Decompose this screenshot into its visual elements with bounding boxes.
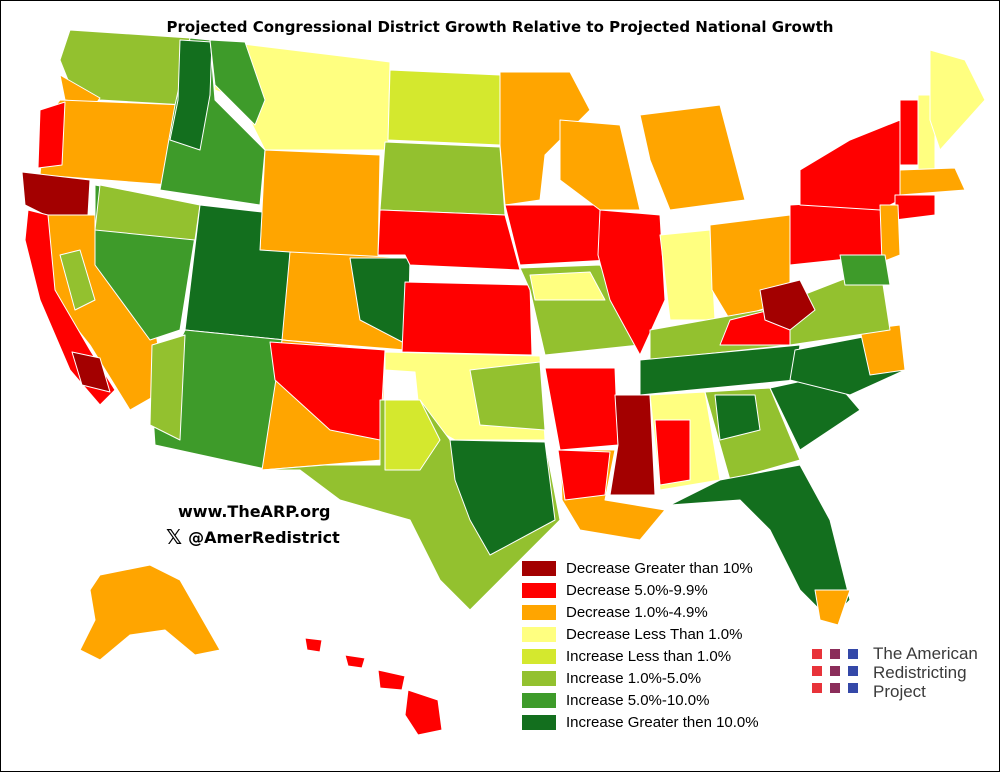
legend-label: Increase Greater then 10.0% [566,713,759,731]
legend-swatch [522,626,556,642]
region-arkansas [544,367,619,451]
region-hawaii-big [404,689,443,736]
arp-logo-text: The American Redistricting Project [873,644,978,701]
region-wisconsin [559,119,641,211]
arp-logo-dot [830,649,840,659]
region-south-dakota [379,141,506,216]
region-iowa [504,204,611,266]
region-oregon-coast [37,101,66,169]
legend-swatch [522,692,556,708]
region-connecticut [894,194,936,221]
arp-logo-icon [812,649,858,693]
legend-label: Decrease 1.0%-4.9% [566,603,708,621]
legend-swatch [522,604,556,620]
region-new-york [799,119,901,211]
legend-swatch [522,648,556,664]
region-kansas [401,281,533,356]
region-illinois [597,209,666,356]
region-vermont [899,99,921,166]
legend-label: Increase Less than 1.0% [566,647,732,665]
social-handle: @AmerRedistrict [188,527,340,547]
legend-item: Increase 1.0%-5.0% [522,667,759,689]
legend-swatch [522,714,556,730]
region-alabama-west [654,419,691,486]
legend-item: Increase Greater then 10.0% [522,711,759,733]
arp-logo-line: Project [873,682,926,701]
region-california-inland [59,249,96,311]
region-texas-panhandle [384,399,441,471]
legend-item: Decrease 1.0%-4.9% [522,601,759,623]
legend-label: Decrease Less Than 1.0% [566,625,743,643]
region-hawaii-oahu [344,654,366,669]
region-california-la [71,351,111,393]
legend-label: Decrease 5.0%-9.9% [566,581,708,599]
arp-logo-line: The American [873,644,978,663]
region-texas-east [449,439,556,556]
region-hawaii-kauai [304,637,323,653]
region-new-jersey [879,204,901,263]
legend-label: Increase 5.0%-10.0% [566,691,710,709]
arp-logo-dot [830,666,840,676]
region-wyoming [259,149,381,261]
arp-logo-dot [848,666,858,676]
region-nevada-north [94,184,201,241]
region-california-north [21,171,91,216]
arp-logo-dot [812,666,822,676]
region-west-virginia [759,279,816,331]
region-louisiana-north [557,449,611,501]
region-georgia-atl [714,394,761,441]
region-mississippi [609,394,656,496]
arp-logo-dot [848,683,858,693]
region-indiana [659,229,716,321]
legend-swatch [522,582,556,598]
region-massachusetts [899,167,966,196]
region-arizona-west [149,334,186,441]
arp-logo-dot [812,649,822,659]
region-north-dakota [387,69,501,146]
region-montana-west [209,39,266,126]
x-logo-icon: 𝕏 [166,525,183,549]
arp-logo-dot [848,649,858,659]
arp-logo-dot [812,683,822,693]
map-title: Projected Congressional District Growth … [166,18,834,36]
legend-label: Decrease Greater than 10% [566,559,753,577]
region-alaska [79,564,221,661]
legend-item: Decrease Greater than 10% [522,557,759,579]
legend-item: Increase Less than 1.0% [522,645,759,667]
region-hawaii-maui [377,669,406,691]
region-new-mexico-north [269,341,386,441]
region-maryland [839,254,891,286]
legend-swatch [522,670,556,686]
legend-item: Increase 5.0%-10.0% [522,689,759,711]
region-florida [669,464,851,621]
social-handle-row: 𝕏 @AmerRedistrict [166,525,340,549]
region-nebraska [377,209,521,271]
legend-label: Increase 1.0%-5.0% [566,669,702,687]
website-label: www.TheARP.org [178,502,331,521]
region-missouri-north [529,271,606,301]
arp-logo-line: Redistricting [873,663,967,682]
legend-item: Decrease Less Than 1.0% [522,623,759,645]
region-maine [929,49,986,151]
legend-item: Decrease 5.0%-9.9% [522,579,759,601]
legend-swatch [522,560,556,576]
region-michigan [639,104,746,211]
arp-logo: The American Redistricting Project [812,644,978,701]
region-florida-south [814,589,851,626]
region-oklahoma-east [469,361,546,431]
map-legend: Decrease Greater than 10% Decrease 5.0%-9… [522,557,759,733]
region-minnesota [499,71,591,206]
arp-logo-dot [830,683,840,693]
